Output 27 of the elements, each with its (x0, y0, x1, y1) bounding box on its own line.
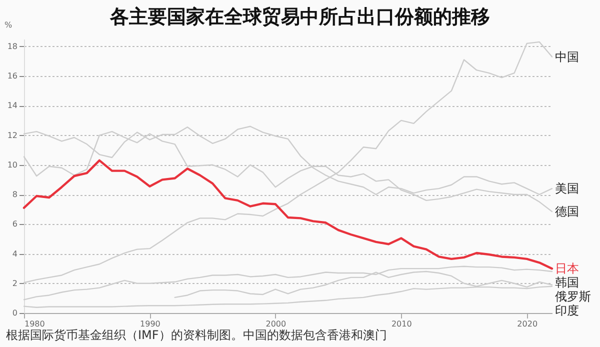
y-tick-label: 2 (12, 278, 18, 288)
chart-title: 各主要国家在全球贸易中所占出口份额的推移 (109, 6, 490, 28)
line-series (22, 159, 554, 270)
text: 根据国际货币基金组织（IMF）的资料制图。中国的数据包含香港和澳门 (6, 328, 387, 342)
x-tick-label: 2010 (391, 320, 412, 328)
y-tick-label: 12 (7, 130, 18, 140)
y-tick-label: 18 (7, 42, 18, 51)
series-label: 印度 (555, 304, 579, 318)
y-tick-label: 14 (7, 101, 18, 110)
series-label: 日本 (555, 262, 579, 276)
series-label: 俄罗斯 (555, 290, 591, 304)
series-label: 中国 (555, 50, 579, 64)
x-tick-label: 2020 (517, 320, 538, 328)
y-tick-label: 8 (12, 190, 18, 200)
y-tick-label: 16 (7, 72, 18, 81)
y-axis-title: % (4, 20, 12, 30)
x-tick-label: 1980 (24, 320, 45, 328)
x-tick-label: 2000 (266, 320, 286, 328)
series-label: 美国 (555, 182, 579, 196)
y-tick-label: 10 (7, 160, 18, 170)
series-label: 德国 (555, 204, 579, 219)
line-series (23, 41, 553, 284)
x-tick-label: 1990 (140, 320, 160, 328)
y-tick-label: 0 (12, 308, 18, 318)
y-tick-label: 4 (12, 249, 18, 258)
y-tick-label: 6 (12, 220, 18, 229)
series-label: 韩国 (555, 276, 579, 290)
